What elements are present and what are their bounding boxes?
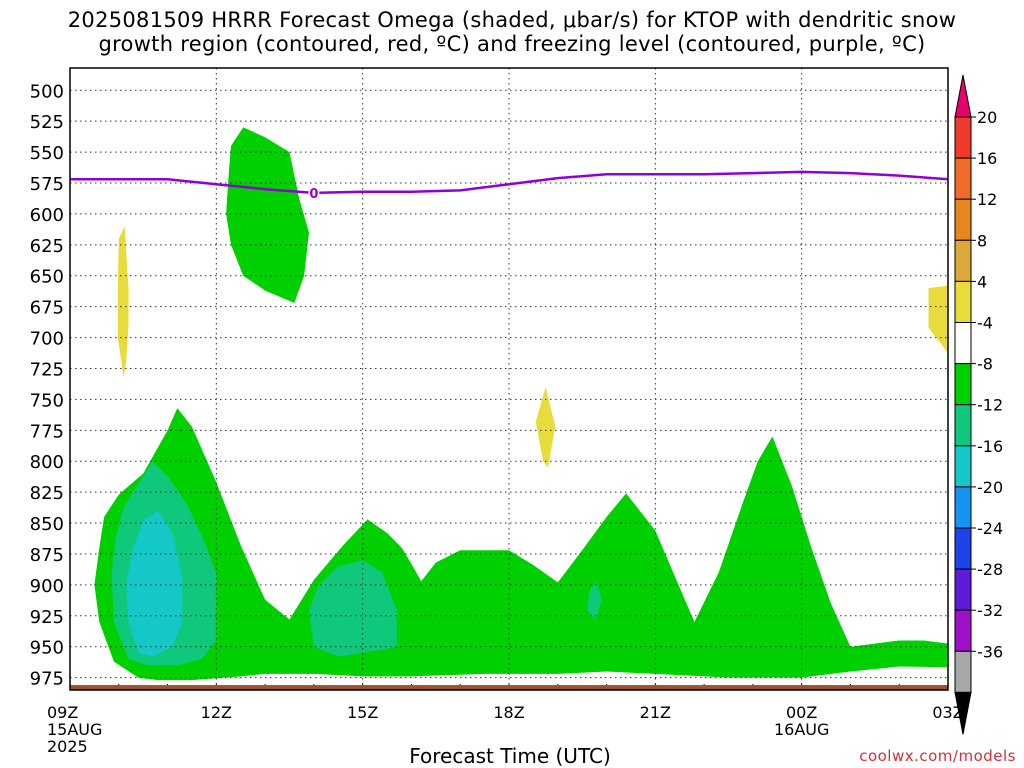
colorbar-segment — [954, 486, 972, 529]
x-tick-label: 03Z — [932, 703, 963, 722]
colorbar-segment — [954, 650, 972, 693]
y-tick-label: 850 — [30, 514, 64, 535]
x-tick-label: 15AUG — [47, 720, 102, 739]
omega-region-teal — [587, 581, 602, 620]
omega-colorbar: 20 16 12 8 4 -4 -8 -12 -16 -20 -24 -28 -32 -36 — [954, 74, 1003, 735]
y-tick-label: 875 — [30, 545, 64, 566]
omega-region-yellow — [928, 285, 948, 354]
colorbar-segment — [954, 363, 972, 406]
colorbar-segment — [954, 527, 972, 570]
colorbar-bottom-arrow — [954, 691, 972, 735]
colorbar-segment — [954, 445, 972, 488]
colorbar-label: 12 — [977, 190, 997, 209]
y-tick-label: 750 — [30, 390, 64, 411]
y-tick-label: 575 — [30, 174, 64, 195]
y-tick-label: 725 — [30, 359, 64, 380]
colorbar-label: -20 — [977, 478, 1003, 497]
colorbar-top-arrow — [954, 74, 972, 118]
colorbar-segment — [954, 198, 972, 241]
y-tick-label: 950 — [30, 638, 64, 659]
colorbar-label: -36 — [977, 642, 1003, 661]
colorbar-label: -16 — [977, 437, 1003, 456]
colorbar-segment — [954, 609, 972, 652]
y-tick-label: 900 — [30, 576, 64, 597]
x-tick-label: 09Z — [47, 703, 78, 722]
colorbar-label: -28 — [977, 560, 1003, 579]
colorbar-label: 8 — [977, 231, 987, 250]
colorbar-label: -8 — [977, 355, 993, 374]
chart-title-line-2: growth region (contoured, red, ºC) and f… — [98, 32, 926, 56]
colorbar-segment — [954, 157, 972, 200]
omega-region-yellow — [535, 387, 556, 468]
freezing-level-label: 0 — [309, 187, 318, 202]
colorbar-segment — [954, 568, 972, 611]
y-tick-label: 700 — [30, 329, 64, 350]
colorbar-segment — [954, 322, 972, 365]
x-tick-label: 15Z — [347, 703, 378, 722]
y-tick-label: 975 — [30, 669, 64, 690]
colorbar-label: -24 — [977, 519, 1003, 538]
colorbar-segment — [954, 404, 972, 447]
x-tick-label: 12Z — [201, 703, 232, 722]
x-tick-label: 16AUG — [774, 720, 829, 739]
x-tick-label: 18Z — [493, 703, 524, 722]
x-tick-label: 00Z — [786, 703, 817, 722]
y-tick-label: 775 — [30, 421, 64, 442]
y-tick-label: 525 — [30, 112, 64, 133]
colorbar-label: 4 — [977, 272, 987, 291]
colorbar-label: 16 — [977, 149, 997, 168]
omega-region-teal — [309, 560, 397, 657]
y-tick-label: 550 — [30, 143, 64, 164]
colorbar-label: -4 — [977, 314, 993, 333]
omega-region-cyan — [126, 510, 183, 657]
x-tick-label: 2025 — [47, 737, 88, 756]
y-tick-label: 625 — [30, 236, 64, 257]
freezing-level-layer: 0 — [70, 170, 948, 203]
y-tick-label: 650 — [30, 267, 64, 288]
omega-region-green — [94, 408, 948, 681]
surface-layer — [70, 685, 948, 690]
y-tick-label: 925 — [30, 607, 64, 628]
colorbar-label: -12 — [977, 396, 1003, 415]
y-tick-label: 800 — [30, 452, 64, 473]
y-tick-label: 500 — [30, 81, 64, 102]
freezing-level-line — [70, 170, 948, 195]
omega-shading-layer — [94, 127, 948, 681]
colorbar-segment — [954, 239, 972, 282]
x-tick-label: 21Z — [640, 703, 671, 722]
y-tick-label: 675 — [30, 298, 64, 319]
y-tick-label: 600 — [30, 205, 64, 226]
x-axis-label: Forecast Time (UTC) — [409, 744, 611, 768]
colorbar-label: 20 — [977, 108, 997, 127]
website-credit: coolwx.com/models — [859, 747, 1016, 765]
y-axis-pressure: 500 525 550 575 600 625 650 675 700 725 750 775 800 8… — [30, 81, 64, 689]
plot-frame — [69, 67, 949, 691]
colorbar-segment — [954, 116, 972, 159]
surface-band — [70, 685, 948, 690]
y-tick-label: 825 — [30, 483, 64, 504]
omega-region-green — [226, 127, 309, 304]
chart-title-line-1: 2025081509 HRRR Forecast Omega (shaded, … — [67, 8, 957, 32]
omega-region-yellow — [117, 226, 129, 378]
colorbar-segment — [954, 280, 972, 323]
colorbar-label: -32 — [977, 601, 1003, 620]
